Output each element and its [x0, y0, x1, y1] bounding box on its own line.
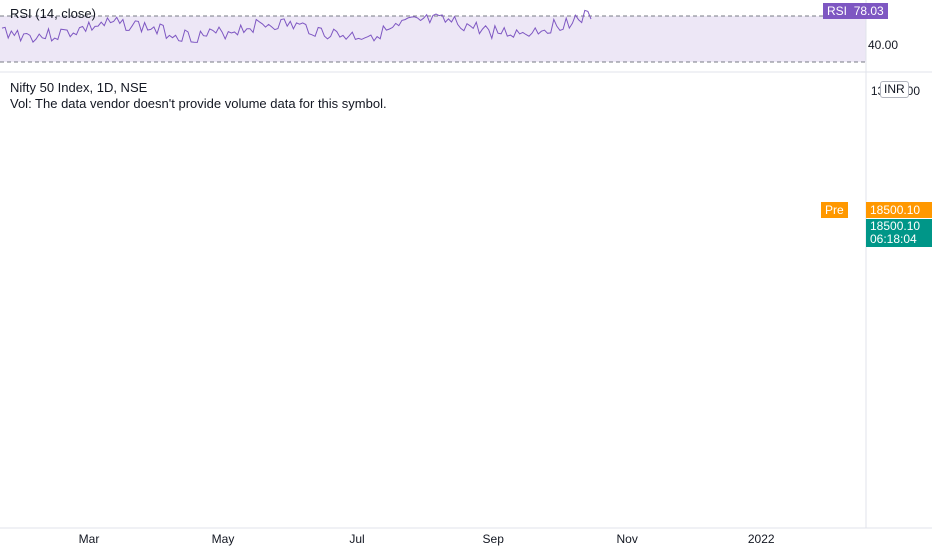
- last-price-value: 18500.10: [870, 219, 921, 233]
- pre-market-value: 18500.10: [866, 202, 932, 218]
- bar-countdown: 06:18:04: [870, 232, 917, 246]
- rsi-badge-value: 78.03: [853, 4, 884, 18]
- time-tick-label: Jul: [349, 532, 364, 546]
- last-price-tag: 18500.10 06:18:04: [866, 219, 932, 247]
- pre-value: 18500.10: [870, 203, 921, 217]
- rsi-badge-label: RSI: [827, 4, 848, 18]
- time-axis-labels: Mar May Jul Sep Nov 2022: [79, 532, 775, 546]
- time-tick-label: Nov: [617, 532, 638, 546]
- rsi-legend[interactable]: RSI (14, close): [10, 6, 96, 21]
- symbol-title[interactable]: Nifty 50 Index, 1D, NSE: [10, 80, 148, 95]
- time-tick-label: Mar: [79, 532, 100, 546]
- pre-market-tag: Pre: [821, 202, 848, 218]
- rsi-badge: RSI 78.03: [823, 3, 888, 19]
- time-tick-label: 2022: [748, 532, 775, 546]
- rsi-band: [0, 16, 866, 62]
- time-tick-label: Sep: [483, 532, 505, 546]
- volume-note: Vol: The data vendor doesn't provide vol…: [10, 96, 387, 111]
- rsi-line: [1, 9, 592, 43]
- rsi-tick-label: 40.00: [868, 38, 898, 52]
- pre-label: Pre: [825, 203, 844, 217]
- currency-selector[interactable]: INR: [880, 81, 909, 98]
- time-tick-label: May: [212, 532, 235, 546]
